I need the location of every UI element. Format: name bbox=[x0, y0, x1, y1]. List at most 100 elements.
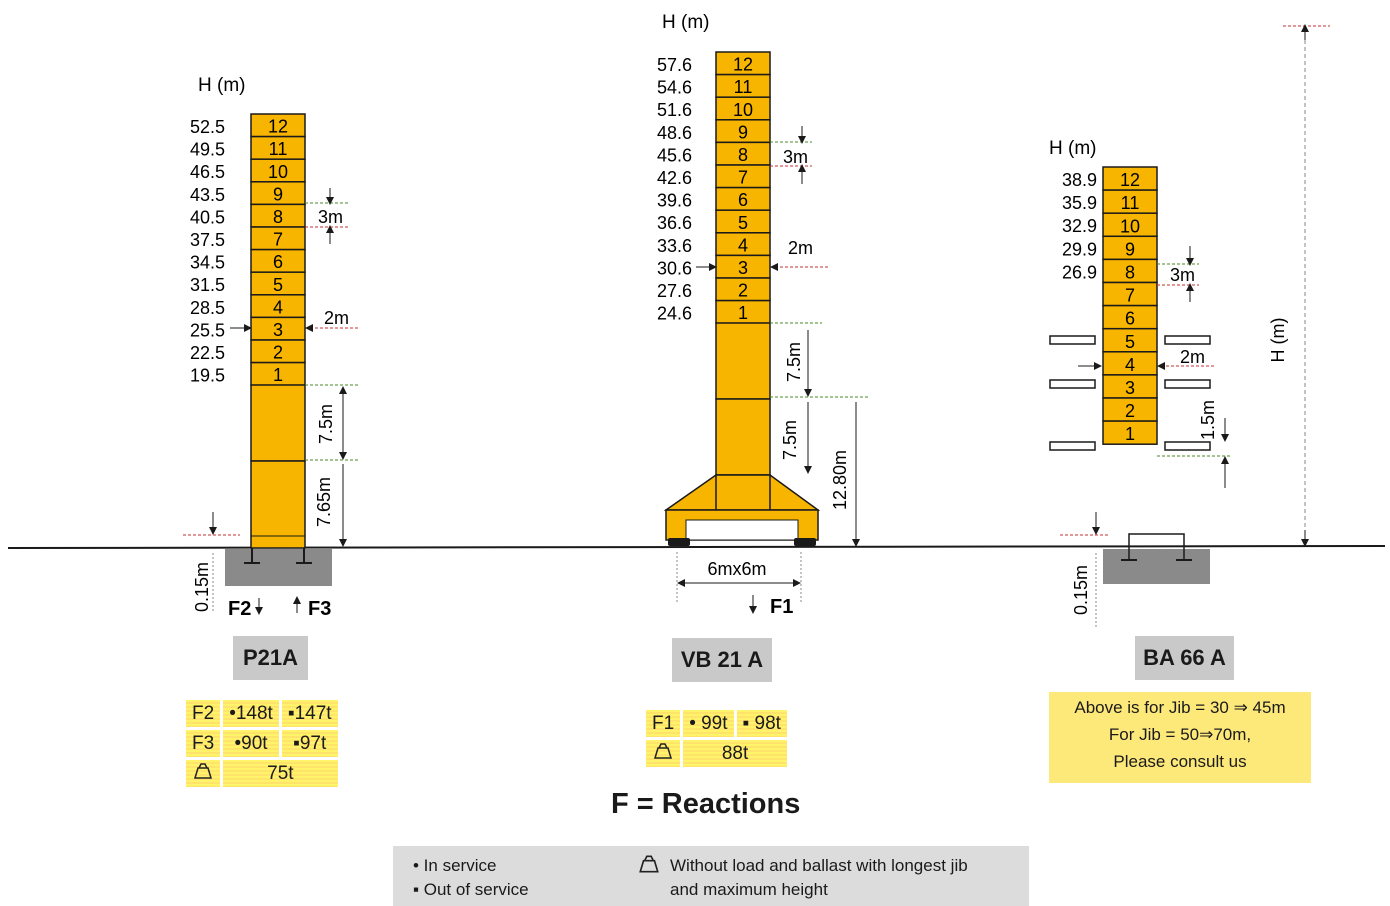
height-label: 27.6 bbox=[657, 281, 692, 301]
ba66a-note-line3: Please consult us bbox=[1113, 752, 1247, 771]
height-label: 30.6 bbox=[657, 258, 692, 278]
mast-section-number: 10 bbox=[733, 100, 753, 120]
vb21a-reaction-table: F1 • 99t ▪ 98t 88t bbox=[643, 707, 790, 770]
height-label: 29.9 bbox=[1062, 239, 1097, 259]
height-label: 26.9 bbox=[1062, 262, 1097, 282]
mast-section-number: 7 bbox=[1125, 286, 1135, 306]
vb21a-row2-value: 88t bbox=[683, 740, 787, 767]
vb21a-dim-base-size: 6mx6m bbox=[707, 559, 766, 579]
p21a-row3-value: 75t bbox=[223, 760, 338, 787]
vb21a-dim-base2: 7.5m bbox=[780, 420, 800, 460]
mast-section-number: 8 bbox=[1125, 263, 1135, 283]
vb21a-row1-label: F1 bbox=[646, 710, 681, 737]
ba66a-dim-offset: 2m bbox=[1180, 347, 1205, 367]
mast-section-number: 5 bbox=[1125, 332, 1135, 352]
ba66a-note: Above is for Jib = 30 ⇒ 45m For Jib = 50… bbox=[1049, 692, 1311, 783]
mast-section-number: 4 bbox=[273, 297, 283, 317]
height-label: 43.5 bbox=[190, 185, 225, 205]
height-label: 28.5 bbox=[190, 298, 225, 318]
ba66a-note-line1: Above is for Jib = 30 ⇒ 45m bbox=[1074, 698, 1286, 717]
ba66a-ties bbox=[1049, 335, 1211, 451]
ba66a-dim-depth: 0.15m bbox=[1071, 565, 1091, 615]
mast-section-number: 8 bbox=[738, 145, 748, 165]
height-label: 19.5 bbox=[190, 366, 225, 386]
vb21a-dim-offset: 2m bbox=[788, 238, 813, 258]
mast-section-number: 12 bbox=[1120, 170, 1140, 190]
height-label: 49.5 bbox=[190, 140, 225, 160]
p21a-dim-base1: 7.5m bbox=[316, 404, 336, 444]
ba66a-h-vertical: H (m) bbox=[1268, 318, 1288, 363]
tower-ba66a: H (m) 38.935.932.929.926.9 1211109876543… bbox=[1049, 24, 1330, 628]
ba66a-name: BA 66 A bbox=[1135, 636, 1234, 680]
height-label: 25.5 bbox=[190, 320, 225, 340]
p21a-foundation bbox=[225, 549, 332, 586]
vb21a-base-mast-2 bbox=[715, 398, 771, 476]
mast-section bbox=[1102, 420, 1158, 445]
p21a-row2-label: F3 bbox=[186, 730, 221, 757]
mast-section-number: 8 bbox=[273, 207, 283, 227]
mast-section-number: 12 bbox=[268, 117, 288, 137]
ba66a-note-line2: For Jib = 50⇒70m, bbox=[1108, 725, 1252, 744]
unloaded-crane-icon bbox=[646, 740, 681, 767]
ba66a-foundation bbox=[1103, 549, 1210, 584]
p21a-reaction-table: F2 •148t ▪147t F3 •90t ▪97t 75t bbox=[183, 697, 341, 790]
mast-section-number: 5 bbox=[738, 213, 748, 233]
p21a-dim-offset: 2m bbox=[324, 308, 349, 328]
p21a-base-mast-2 bbox=[250, 460, 306, 549]
height-label: 32.9 bbox=[1062, 216, 1097, 236]
vb21a-row1-out: ▪ 98t bbox=[736, 710, 787, 737]
legend-out-service: ▪ Out of service bbox=[413, 880, 529, 899]
mast-section-number: 11 bbox=[1121, 193, 1140, 213]
ba66a-mast-sections: 12 11 10 9 8 7 6 5 4 3 2 1 bbox=[1102, 166, 1158, 445]
height-label: 54.6 bbox=[657, 78, 692, 98]
p21a-name: P21A bbox=[233, 636, 308, 680]
p21a-row1-label: F2 bbox=[186, 700, 221, 727]
ba66a-dim-bottom: 1.5m bbox=[1198, 400, 1218, 440]
height-label: 34.5 bbox=[190, 253, 225, 273]
height-label: 37.5 bbox=[190, 230, 225, 250]
vb21a-dim-section: 3m bbox=[783, 147, 808, 167]
legend-condition-1: Without load and ballast with longest ji… bbox=[670, 856, 968, 875]
vb21a-name: VB 21 A bbox=[672, 638, 772, 682]
mast-section-number: 2 bbox=[273, 343, 283, 363]
height-label: 36.6 bbox=[657, 213, 692, 233]
tower-vb21a: H (m) 57.654.651.648.645.642.639.636.633… bbox=[657, 12, 870, 618]
p21a-row2-in: •90t bbox=[223, 730, 279, 757]
p21a-force-f3: F3 bbox=[308, 598, 331, 620]
p21a-heights: 52.5 49.546.5 43.540.5 37.5 34.531.5 28.525.5… bbox=[190, 117, 225, 386]
tower-p21a: H (m) 52.549.546.543.540.537.534.531.528… bbox=[183, 75, 358, 620]
mast-section-number: 1 bbox=[738, 303, 748, 323]
p21a-dim-base2: 7.65m bbox=[314, 477, 334, 527]
p21a-row2-out: ▪97t bbox=[281, 730, 338, 757]
height-label: 42.6 bbox=[657, 168, 692, 188]
height-label: 45.6 bbox=[657, 145, 692, 165]
mast-section-number: 4 bbox=[738, 235, 748, 255]
unloaded-crane-icon bbox=[637, 854, 661, 879]
mast-section-number: 5 bbox=[273, 275, 283, 295]
p21a-force-f2: F2 bbox=[228, 598, 251, 620]
vb21a-heights: 57.6 54.651.6 48.645.6 42.6 39.636.6 33.630.6… bbox=[657, 55, 692, 324]
mast-section-number: 6 bbox=[738, 190, 748, 210]
ba66a-dim-section: 3m bbox=[1170, 265, 1195, 285]
mast-section-number: 2 bbox=[1125, 401, 1135, 421]
legend-in-service: • In service bbox=[413, 856, 497, 875]
mast-section-number: 3 bbox=[1125, 378, 1135, 398]
height-label: 35.9 bbox=[1062, 193, 1097, 213]
height-label: 57.6 bbox=[657, 55, 692, 75]
p21a-row1-out: ▪147t bbox=[281, 700, 338, 727]
mast-section-number: 11 bbox=[734, 77, 753, 97]
mast-section-number: 6 bbox=[273, 252, 283, 272]
mast-section-number: 6 bbox=[1125, 309, 1135, 329]
mast-section-number: 9 bbox=[738, 122, 748, 142]
ground-line bbox=[7, 545, 1386, 549]
height-label: 24.6 bbox=[657, 304, 692, 324]
height-label: 38.9 bbox=[1062, 170, 1097, 190]
mast-section-number: 7 bbox=[273, 230, 283, 250]
mast-section-number: 7 bbox=[738, 168, 748, 188]
mast-section-number: 10 bbox=[1120, 216, 1140, 236]
vb21a-force-f1: F1 bbox=[770, 596, 793, 618]
mast-section-number: 3 bbox=[273, 320, 283, 340]
reactions-title: F = Reactions bbox=[611, 788, 801, 820]
legend: • In service ▪ Out of service Without lo… bbox=[393, 846, 1029, 906]
